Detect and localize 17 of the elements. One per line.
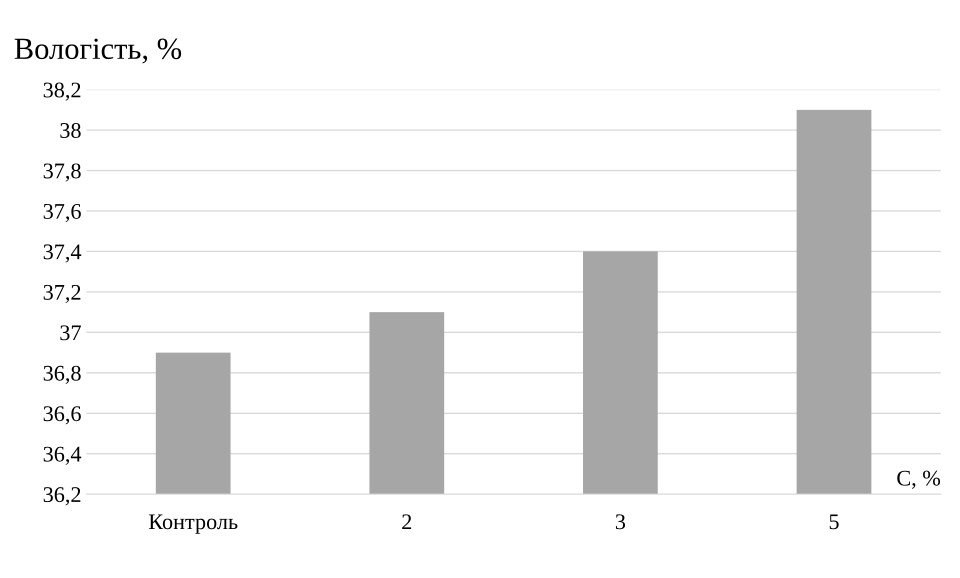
y-tick-label: 37,4 <box>44 244 82 263</box>
x-tick-label: 3 <box>616 514 626 530</box>
y-tick-label: 38,2 <box>44 82 80 101</box>
y-tick-label: 37,6 <box>44 204 81 222</box>
y-tick-label: 36,8 <box>44 366 81 384</box>
y-tick-label: 36,6 <box>44 406 81 424</box>
y-tick-label: 36,2 <box>44 487 80 506</box>
x-axis-title: C, % <box>897 470 940 489</box>
y-tick-label: 37 <box>60 325 81 340</box>
y-tick-label: 36,4 <box>44 446 82 465</box>
x-tick-label: 5 <box>830 514 839 530</box>
y-tick-label: 37,2 <box>44 284 80 304</box>
y-tick-label: 38 <box>60 122 81 138</box>
x-tick-label: 2 <box>402 514 412 530</box>
x-tick-label: Контроль <box>148 514 238 534</box>
y-axis-title: Вологість, % <box>14 38 182 64</box>
y-tick-label: 37,8 <box>44 163 81 182</box>
